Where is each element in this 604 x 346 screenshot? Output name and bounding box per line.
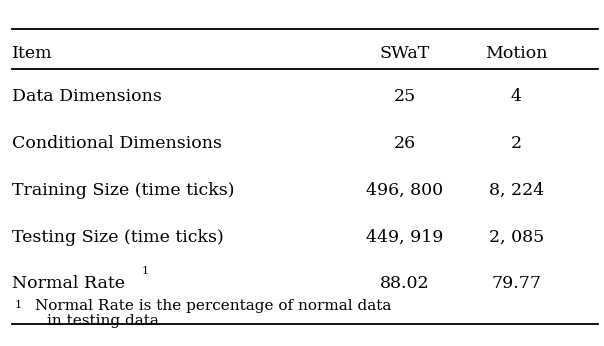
Text: Data Dimensions: Data Dimensions [12, 88, 162, 106]
Text: Item: Item [12, 45, 53, 62]
Text: 79.77: 79.77 [492, 275, 541, 292]
Text: 496, 800: 496, 800 [366, 182, 443, 199]
Text: 2: 2 [511, 135, 522, 152]
Text: Normal Rate: Normal Rate [12, 275, 125, 292]
Text: 1: 1 [142, 266, 149, 275]
Text: Normal Rate is the percentage of normal data: Normal Rate is the percentage of normal … [35, 299, 391, 313]
Text: Motion: Motion [485, 45, 548, 62]
Text: 2, 085: 2, 085 [489, 228, 544, 246]
Text: 4: 4 [511, 88, 522, 106]
Text: 449, 919: 449, 919 [366, 228, 443, 246]
Text: SWaT: SWaT [379, 45, 430, 62]
Text: Testing Size (time ticks): Testing Size (time ticks) [12, 228, 224, 246]
Text: Conditional Dimensions: Conditional Dimensions [12, 135, 222, 152]
Text: 88.02: 88.02 [380, 275, 429, 292]
Text: 1: 1 [15, 300, 22, 310]
Text: 25: 25 [394, 88, 416, 106]
Text: 8, 224: 8, 224 [489, 182, 544, 199]
Text: in testing data: in testing data [47, 314, 158, 328]
Text: 26: 26 [394, 135, 416, 152]
Text: Training Size (time ticks): Training Size (time ticks) [12, 182, 234, 199]
